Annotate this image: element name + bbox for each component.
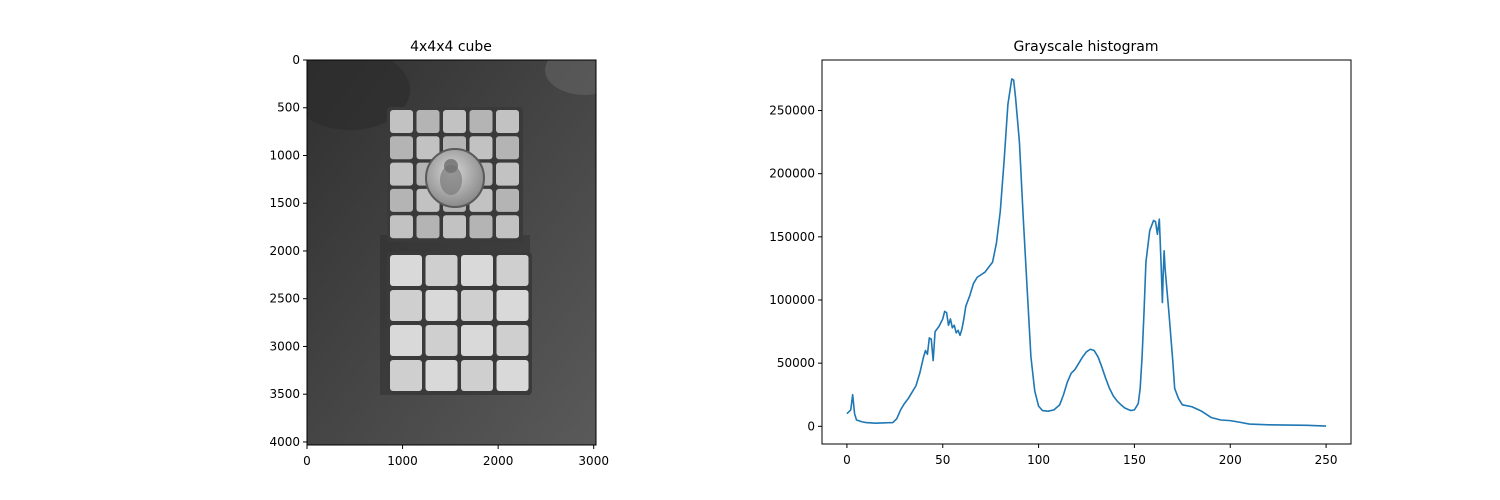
cube-tile <box>469 215 493 239</box>
y-tick-label: 250000 <box>769 104 815 118</box>
cube-tile <box>496 290 529 321</box>
cube-tile <box>443 110 466 133</box>
y-tick-label: 2000 <box>269 244 300 258</box>
y-tick-label: 50000 <box>777 356 815 370</box>
cube-tile <box>496 162 519 186</box>
y-tick-label: 2500 <box>269 292 300 306</box>
x-tick-label: 150 <box>1123 453 1146 467</box>
image-title: 4x4x4 cube <box>410 39 492 55</box>
cube-tile <box>390 255 422 286</box>
cube-tile <box>496 360 529 391</box>
cube-tile <box>496 136 519 160</box>
histogram-series-line <box>846 78 1327 427</box>
cube-tile <box>469 136 493 160</box>
image-panel: 4x4x4 cube 0 1000 2000 3000 0 500 1000 1500 200… <box>269 39 609 468</box>
y-tick-label: 3000 <box>269 339 300 353</box>
cube-tile <box>461 325 493 356</box>
x-tick-label: 1000 <box>387 454 418 468</box>
cube-tile <box>390 325 422 356</box>
cube-tile <box>496 188 519 212</box>
cube-tile <box>390 360 422 391</box>
cube-tile <box>416 136 440 160</box>
image-y-axis: 0 500 1000 1500 2000 2500 3000 3500 4000 <box>269 53 307 449</box>
histogram-y-axis: 0 50000 100000 150000 200000 250000 <box>769 104 822 433</box>
x-tick-label: 0 <box>843 453 851 467</box>
cube-tile <box>416 110 440 133</box>
x-tick-label: 2000 <box>483 454 514 468</box>
cube-tile <box>425 360 458 391</box>
y-tick-label: 1500 <box>269 196 300 210</box>
cube-tile <box>390 215 413 239</box>
y-tick-label: 3500 <box>269 387 300 401</box>
x-tick-label: 3000 <box>578 454 609 468</box>
y-tick-label: 1000 <box>269 148 300 162</box>
cube-tile <box>416 215 440 239</box>
cube-tile <box>390 110 413 133</box>
y-tick-label: 0 <box>807 419 815 433</box>
cube-tile <box>425 290 458 321</box>
bottom-cube <box>387 252 532 395</box>
x-tick-label: 200 <box>1219 453 1242 467</box>
x-tick-label: 0 <box>303 454 311 468</box>
cube-tile <box>390 136 413 160</box>
histogram-frame <box>821 59 1352 445</box>
cube-tile <box>425 255 458 286</box>
x-tick-label: 250 <box>1315 453 1338 467</box>
histogram-x-axis: 0 50 100 150 200 250 <box>843 444 1338 467</box>
y-tick-label: 0 <box>292 53 300 67</box>
y-tick-label: 100000 <box>769 293 815 307</box>
cube-tile <box>496 215 519 239</box>
cube-tile <box>443 215 466 239</box>
y-tick-label: 500 <box>277 101 300 115</box>
bottom-cube-tiles <box>390 255 529 391</box>
y-tick-label: 200000 <box>769 167 815 181</box>
image-x-axis: 0 1000 2000 3000 <box>303 445 609 468</box>
cube-tile <box>461 255 493 286</box>
y-tick-label: 150000 <box>769 230 815 244</box>
cube-tile <box>469 110 493 133</box>
image-frame <box>306 59 597 446</box>
y-tick-label: 4000 <box>269 435 300 449</box>
cube-tile <box>461 360 493 391</box>
histogram-panel: Grayscale histogram 0 50 100 150 200 250 0 500… <box>769 39 1352 467</box>
cube-tile <box>496 325 529 356</box>
cube-tile <box>496 255 529 286</box>
cube-tile <box>425 325 458 356</box>
x-tick-label: 50 <box>935 453 950 467</box>
x-tick-label: 100 <box>1027 453 1050 467</box>
cube-tile <box>390 188 413 212</box>
cube-tile <box>461 290 493 321</box>
cube-photo <box>307 60 596 445</box>
cube-tile <box>390 162 413 186</box>
cube-tile <box>496 110 519 133</box>
cube-tile <box>390 290 422 321</box>
histogram-title: Grayscale histogram <box>1014 39 1159 55</box>
